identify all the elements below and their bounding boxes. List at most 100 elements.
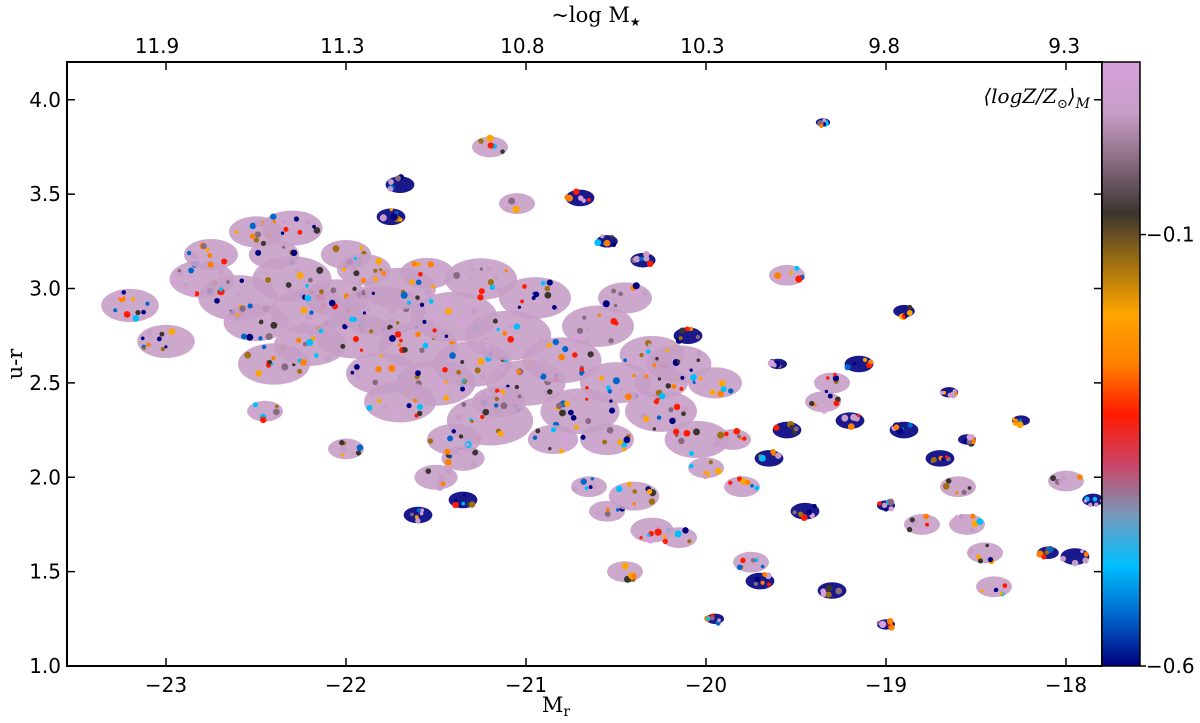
galaxy-point [499,193,535,214]
y-tick-label: 2.5 [29,371,61,395]
x-tick-label: −22 [325,673,367,697]
galaxy-point [790,502,820,522]
galaxy-point [814,372,850,394]
galaxy-point [630,250,656,268]
y-tick-label: 3.5 [29,182,61,206]
galaxy-point [400,257,454,289]
galaxy-point [724,476,760,498]
top-tick-label: 10.3 [680,34,725,58]
galaxy-point [940,476,976,498]
top-axis-label: ~log M★ [551,3,640,29]
galaxy-point [876,617,895,631]
galaxy-point [939,387,959,399]
galaxy-point [1060,548,1090,567]
galaxy-point [184,238,238,271]
galaxy-point [958,434,977,447]
colorbar-annotation: ⟨logZ/Z⊙⟩M [983,84,1090,112]
x-tick-label: −19 [865,673,907,697]
galaxy-point [967,542,1003,565]
y-axis-label: u-r [3,348,27,380]
galaxy-point [673,326,703,344]
galaxy-point [835,412,865,431]
galaxy-point [893,304,915,321]
galaxy-point [364,380,436,423]
galaxy-point [427,423,481,456]
galaxy-point [472,386,526,418]
galaxy-point [772,420,802,439]
galaxy-point [608,481,660,511]
galaxy-point [769,264,805,286]
galaxy-point [815,118,831,128]
galaxy-point [664,420,730,459]
x-tick-label: −23 [145,673,187,697]
y-tick-label: 1.5 [29,560,61,584]
y-tick-label: 3.0 [29,277,61,301]
top-tick-label: 10.8 [500,34,545,58]
y-tick-label: 1.0 [29,654,61,678]
galaxy-point [414,464,458,491]
x-axis-label: Mr [542,693,571,720]
galaxy-point [571,476,607,498]
galaxy-point [328,438,364,460]
galaxy-point [385,174,415,193]
colorbar-ticks: −0.6 −0.1 [1140,223,1195,678]
scatter-points [101,118,1102,631]
galaxy-point [594,234,618,248]
galaxy-point [754,449,784,467]
galaxy-point [261,210,323,246]
galaxy-point [527,424,579,455]
x-axis-ticks: −23 −22 −21 −20 −19 −18 [145,62,1087,697]
galaxy-point [745,572,775,590]
top-tick-label: 9.3 [1048,34,1080,58]
galaxy-point [767,358,787,370]
galaxy-point [877,498,895,512]
galaxy-point [580,362,652,404]
galaxy-point [137,324,195,358]
galaxy-point [949,513,985,535]
colorbar-tick-label: −0.1 [1146,223,1195,247]
galaxy-point [564,188,595,207]
galaxy-point [889,421,919,439]
top-tick-label: 11.9 [135,34,180,58]
galaxy-point [704,613,724,626]
top-axis-ticks: 11.9 11.3 10.8 10.3 9.8 9.3 [135,34,1080,58]
top-tick-label: 11.3 [320,34,365,58]
galaxy-point [688,457,724,479]
colorbar [1101,61,1141,667]
galaxy-point [688,367,742,399]
colorbar-tick-label: −0.6 [1146,654,1195,678]
galaxy-point [403,506,433,524]
galaxy-point [1082,493,1102,508]
galaxy-point [499,277,571,319]
galaxy-point [607,561,643,583]
galaxy-point [1011,415,1030,429]
galaxy-point [472,134,508,158]
galaxy-point [445,258,517,301]
galaxy-point [817,582,847,599]
galaxy-point [562,305,634,348]
galaxy-point [522,337,602,384]
x-tick-label: −18 [1045,673,1087,697]
galaxy-point [598,282,652,314]
y-tick-label: 2.0 [29,465,61,489]
galaxy-point [715,427,751,450]
galaxy-point [904,513,940,535]
galaxy-point [376,208,406,226]
galaxy-point [580,423,634,456]
galaxy-point [661,527,697,549]
x-tick-label: −20 [685,673,727,697]
top-tick-label: 9.8 [868,34,900,58]
galaxy-point [733,551,769,573]
x-tick-label: −21 [505,673,547,697]
galaxy-point [634,367,688,400]
galaxy-point [1048,470,1084,492]
galaxy-point [247,400,283,424]
galaxy-point [925,450,955,467]
galaxy-point [1036,545,1059,560]
galaxy-point [844,355,874,373]
galaxy-point [976,576,1012,598]
galaxy-point [448,491,478,509]
y-tick-label: 4.0 [29,88,61,112]
galaxy-point [101,288,159,323]
